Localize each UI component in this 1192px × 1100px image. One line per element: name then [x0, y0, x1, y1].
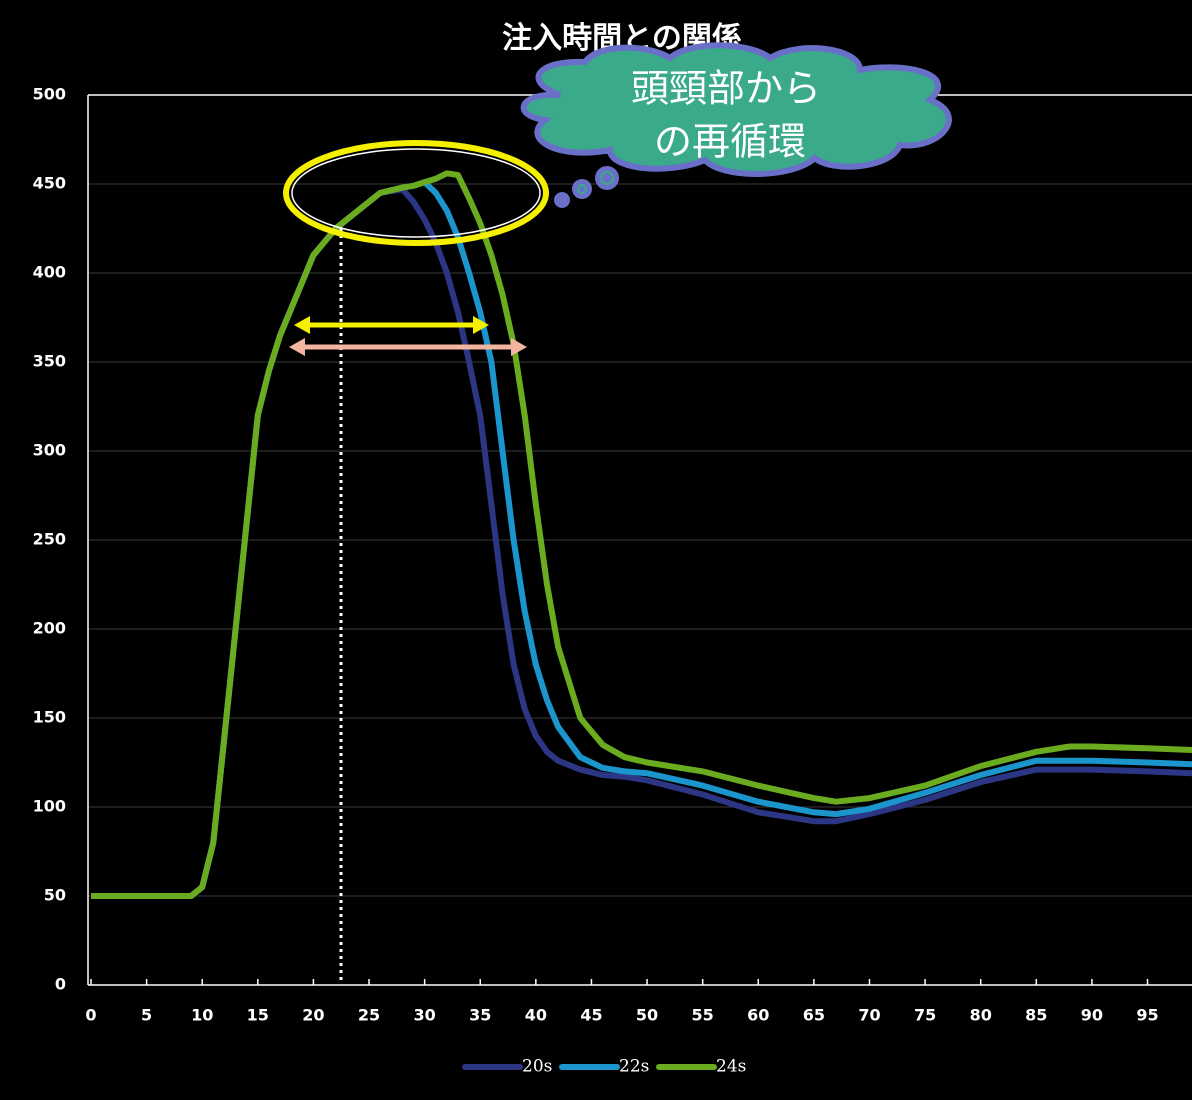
legend-label: 22s [619, 1057, 649, 1077]
x-tick-label: 10 [191, 1006, 213, 1025]
pink-arrow [289, 338, 527, 356]
y-tick-label: 0 [55, 975, 66, 994]
x-tick-label: 85 [1025, 1006, 1047, 1025]
x-tick-label: 0 [85, 1006, 96, 1025]
x-tick-label: 15 [247, 1006, 269, 1025]
callout-text: の再循環 [654, 120, 806, 164]
x-tick-label: 60 [747, 1006, 769, 1025]
callout-text: 頭頸部から [631, 67, 821, 111]
series-line [91, 186, 1192, 899]
y-tick-label: 350 [33, 352, 66, 371]
yellow-arrow [294, 316, 489, 334]
plot-area: 0 50 100 150 200 250 300 350 400 450 500 0 5 10 15 20 25… [33, 85, 1192, 1025]
y-tick-label: 450 [33, 174, 66, 193]
x-tick-label: 70 [858, 1006, 880, 1025]
y-tick-label: 100 [33, 797, 66, 816]
x-tick-label: 75 [914, 1006, 936, 1025]
y-tick-label: 500 [33, 85, 66, 104]
series-line [91, 179, 1192, 899]
x-tick-label: 20 [302, 1006, 324, 1025]
legend: 20s 22s 24s [462, 1057, 746, 1077]
x-tick-label: 55 [692, 1006, 714, 1025]
x-tick-label: 65 [803, 1006, 825, 1025]
x-tick-label: 25 [358, 1006, 380, 1025]
x-tick-label: 5 [141, 1006, 152, 1025]
legend-label: 24s [716, 1057, 746, 1077]
y-tick-label: 50 [44, 886, 66, 905]
highlight-ellipse-inner [291, 148, 541, 238]
x-tick-label: 95 [1136, 1006, 1158, 1025]
x-tick-label: 40 [525, 1006, 547, 1025]
series-line [91, 170, 1192, 899]
y-tick-label: 300 [33, 441, 66, 460]
y-tick-label: 150 [33, 708, 66, 727]
x-tick-label: 90 [1081, 1006, 1103, 1025]
x-tick-label: 50 [636, 1006, 658, 1025]
y-tick-label: 400 [33, 263, 66, 282]
x-tick-label: 35 [469, 1006, 491, 1025]
x-tick-label: 45 [580, 1006, 602, 1025]
y-tick-label: 250 [33, 530, 66, 549]
callout-cloud: 頭頸部から の再循環 [520, 42, 952, 208]
highlight-ellipse [283, 140, 549, 246]
x-tick-label: 30 [414, 1006, 436, 1025]
legend-label: 20s [522, 1057, 552, 1077]
y-tick-label: 200 [33, 619, 66, 638]
x-tick-label: 80 [970, 1006, 992, 1025]
